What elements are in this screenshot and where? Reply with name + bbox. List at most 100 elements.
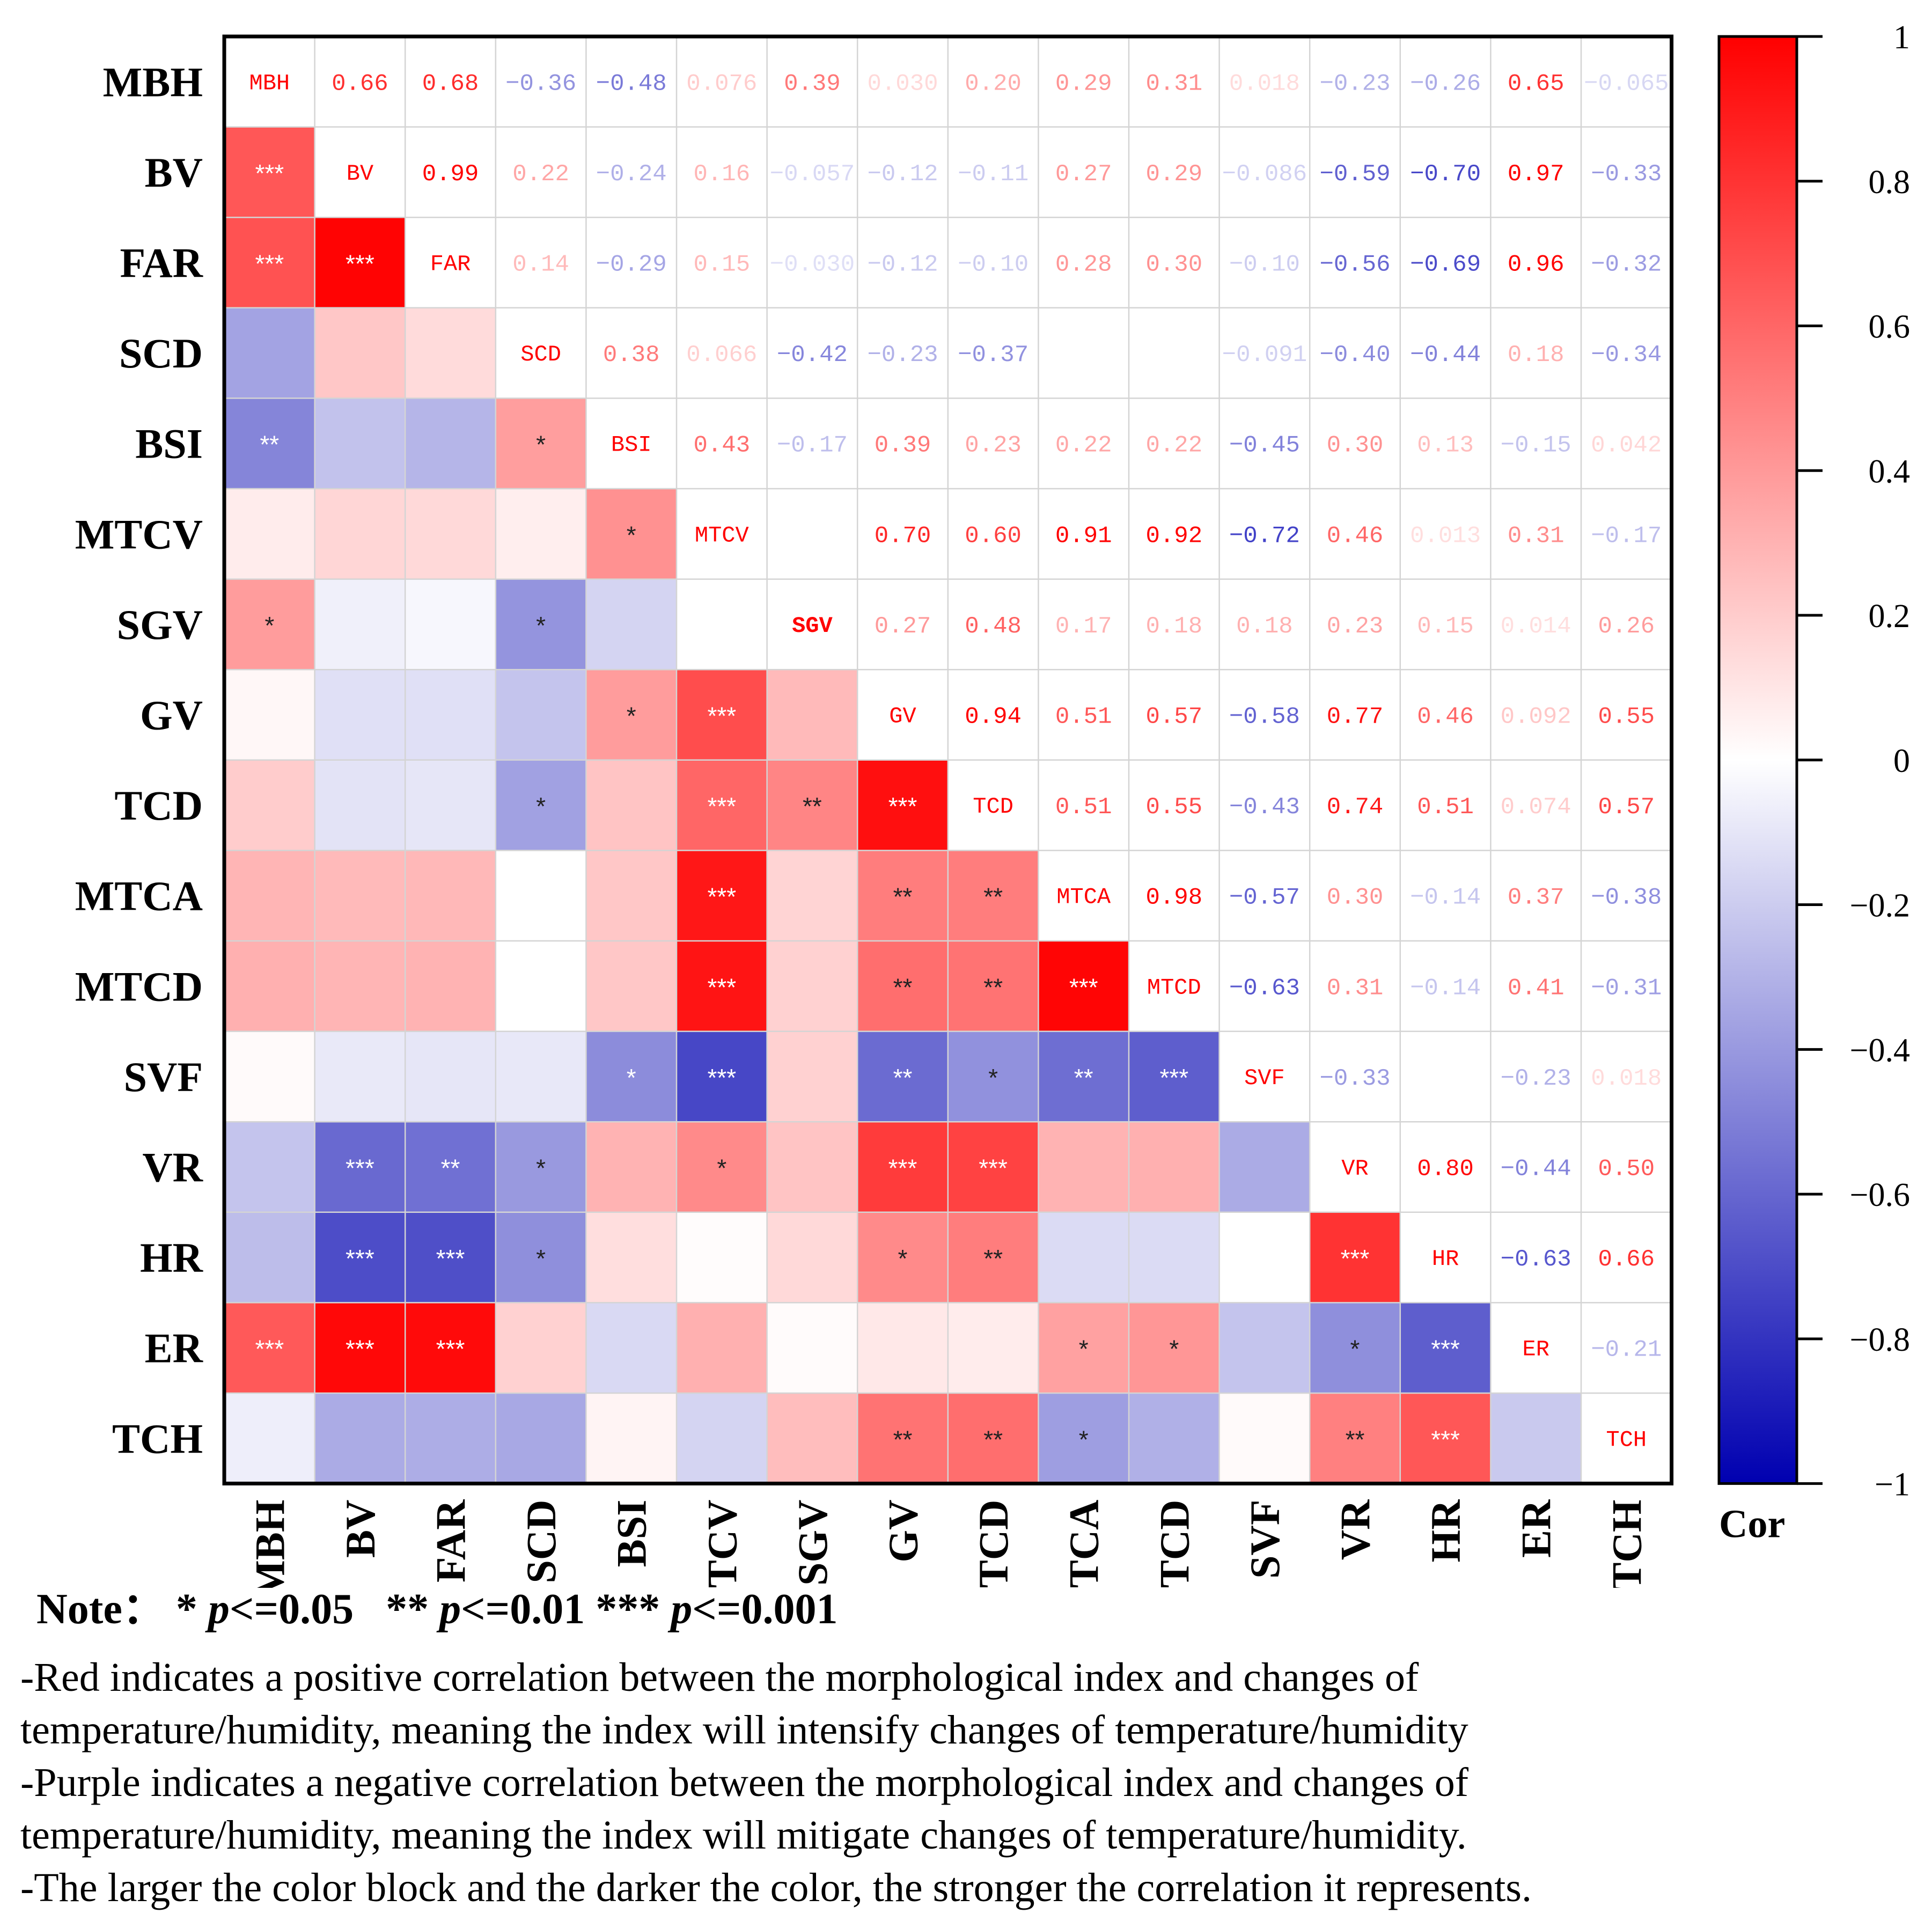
heatmap-upper-cell-BV-SVF [1219, 127, 1310, 218]
heatmap-upper-cell-BV-FAR [405, 127, 496, 218]
row-label-ER: ER [145, 1325, 204, 1372]
colorbar-tick-label: −0.4 [1850, 1032, 1910, 1069]
correlation-value-SCD-ER: 0.18 [1508, 342, 1564, 369]
diagonal-label-FAR: FAR [430, 252, 471, 277]
heatmap-cell-MTCA-BV [314, 850, 406, 941]
significance-mark-TCD-SCD: * [536, 792, 546, 820]
correlation-value-MBH-TCD: 0.20 [965, 70, 1022, 97]
heatmap-cell-BSI-BV [314, 398, 406, 489]
correlation-value-GV-MTCD: 0.57 [1145, 704, 1202, 731]
heatmap-upper-cell-BV-SCD [495, 127, 586, 218]
correlation-value-SCD-MTCV: 0.066 [686, 342, 757, 369]
row-label-BSI: BSI [135, 421, 203, 467]
heatmap-cell-HR-MTCV [677, 1212, 768, 1303]
heatmap-cell-SVF-BV [314, 1031, 406, 1122]
heatmap-upper-cell-SGV-MTCA [1038, 579, 1129, 670]
correlation-value-GV-TCD: 0.94 [965, 704, 1022, 731]
heatmap-upper-cell-MBH-TCH [1581, 36, 1672, 127]
heatmap-upper-cell-TCD-HR [1400, 760, 1491, 851]
correlation-value-FAR-GV: −0.12 [867, 252, 938, 278]
heatmap-cell-VR-MTCV [677, 1122, 768, 1213]
heatmap-cell-TCH-TCD [947, 1393, 1039, 1484]
heatmap-upper-cell-SCD-MTCD [1129, 307, 1220, 399]
correlation-value-MTCV-VR: 0.46 [1327, 522, 1384, 549]
heatmap-upper-cell-FAR-SGV [767, 217, 858, 308]
diagonal-label-VR: VR [1341, 1156, 1368, 1182]
note-item-p05: * p<=0.05 [175, 1586, 354, 1633]
colorbar-ticks: 1 0.8 0.6 0.4 0.2 0 −0.2 −0.4 −0.6 −0.8 −1 [1797, 19, 1910, 1503]
correlation-value-BSI-ER: −0.15 [1501, 432, 1571, 459]
heatmap-upper-cell-FAR-BSI [586, 217, 677, 308]
significance-mark-ER-MTCA: * [1079, 1335, 1089, 1363]
correlation-value-FAR-VR: −0.56 [1319, 252, 1390, 278]
heatmap-cell-VR-MBH [224, 1122, 315, 1213]
correlation-value-MBH-ER: 0.65 [1508, 70, 1564, 97]
heatmap-upper-cell-MTCD-ER [1490, 941, 1581, 1032]
heatmap-cell-ER-FAR [405, 1302, 496, 1394]
significance-mark-MTCD-TCD: ** [983, 973, 1003, 1001]
correlation-value-TCD-TCH: 0.57 [1598, 794, 1655, 821]
heatmap-upper-cell-MBH-TCD [947, 36, 1039, 127]
correlation-value-SCD-GV: −0.23 [867, 342, 938, 369]
heatmap-cell-MTCD-SCD [495, 941, 586, 1032]
heatmap-cell-TCH-VR [1310, 1393, 1401, 1484]
heatmap-cell-ER-HR [1400, 1302, 1491, 1394]
correlation-value-MTCA-SVF: −0.57 [1229, 885, 1300, 911]
row-label-HR: HR [140, 1234, 204, 1281]
significance-mark-MTCA-TCD: ** [983, 883, 1003, 911]
heatmap-cell-SCD-MBH [224, 307, 315, 399]
heatmap-upper-cell-FAR-VR [1310, 217, 1400, 308]
correlation-value-SCD-HR: −0.44 [1410, 342, 1481, 369]
column-label-ER: ER [1513, 1499, 1560, 1558]
column-label-SVF: SVF [1242, 1500, 1288, 1579]
diagonal-label-ER: ER [1522, 1337, 1549, 1363]
heatmap-cell-GV-BSI [586, 669, 677, 761]
correlation-value-SGV-ER: 0.014 [1501, 613, 1571, 640]
heatmap-cell-SGV-SCD [495, 579, 586, 670]
heatmap-upper-cell-MTCV-MTCD [1129, 489, 1220, 579]
correlation-value-MBH-SGV: 0.39 [784, 70, 841, 97]
significance-mark-MTCD-MTCA: *** [1069, 973, 1098, 1001]
diagonal-label-HR: HR [1432, 1246, 1459, 1272]
significance-mark-SGV-MBH: * [265, 612, 274, 639]
correlation-value-BSI-MTCA: 0.22 [1055, 432, 1112, 459]
diagonal-label-TCH: TCH [1606, 1427, 1647, 1453]
heatmap-upper-cell-MTCD-VR [1310, 941, 1400, 1032]
correlation-value-MTCV-MTCD: 0.92 [1145, 522, 1202, 549]
correlation-value-GV-SVF: −0.58 [1229, 704, 1300, 731]
significance-mark-TCH-VR: ** [1346, 1425, 1365, 1453]
correlation-value-MTCV-ER: 0.31 [1508, 522, 1564, 549]
heatmap-upper-cell-MTCD-SVF [1219, 941, 1310, 1032]
significance-mark-SVF-BSI: * [627, 1064, 636, 1092]
heatmap-cell-ER-MTCV [677, 1302, 768, 1394]
correlation-value-MBH-SCD: −0.36 [505, 70, 576, 97]
correlation-value-MBH-VR: −0.23 [1319, 70, 1390, 97]
heatmap-cell-TCH-MBH [224, 1393, 315, 1484]
heatmap-upper-cell-MBH-MTCA [1038, 36, 1129, 127]
heatmap-upper-cell-BSI-GV [857, 398, 948, 489]
heatmap-upper-cell-SGV-HR [1400, 579, 1491, 670]
column-label-SCD: SCD [518, 1500, 564, 1584]
column-label-BV: BV [337, 1500, 384, 1558]
correlation-value-FAR-BSI: −0.29 [596, 252, 667, 278]
heatmap-cell-FAR-MBH [224, 217, 315, 308]
diagonal-label-MTCV: MTCV [695, 522, 749, 548]
correlation-value-SGV-SVF: 0.18 [1236, 613, 1293, 640]
correlation-value-TCD-MTCD: 0.55 [1145, 794, 1202, 821]
significance-mark-TCH-MTCA: * [1079, 1425, 1089, 1453]
correlation-value-MTCA-ER: 0.37 [1508, 885, 1564, 911]
heatmap-cell-VR-BSI [586, 1122, 677, 1213]
heatmap-cell-MTCD-BV [314, 941, 406, 1032]
significance-mark-GV-MTCV: *** [707, 702, 736, 730]
heatmap-cell-TCH-FAR [405, 1393, 496, 1484]
column-label-BSI: BSI [608, 1500, 655, 1567]
heatmap-upper-cell-SGV-TCD [947, 579, 1039, 670]
heatmap-upper-cell-BV-TCD [947, 127, 1039, 218]
correlation-value-SCD-TCD: −0.37 [958, 342, 1029, 369]
heatmap-cell-MTCA-SCD [495, 850, 586, 941]
significance-mark-HR-TCD: ** [983, 1245, 1003, 1272]
heatmap-cell-ER-MBH [224, 1302, 315, 1394]
heatmap-upper-cell-GV-TCH [1581, 669, 1672, 760]
heatmap-upper-cell-MTCD-TCH [1581, 941, 1672, 1032]
heatmap-upper-cell-MTCV-SGV [767, 489, 858, 579]
